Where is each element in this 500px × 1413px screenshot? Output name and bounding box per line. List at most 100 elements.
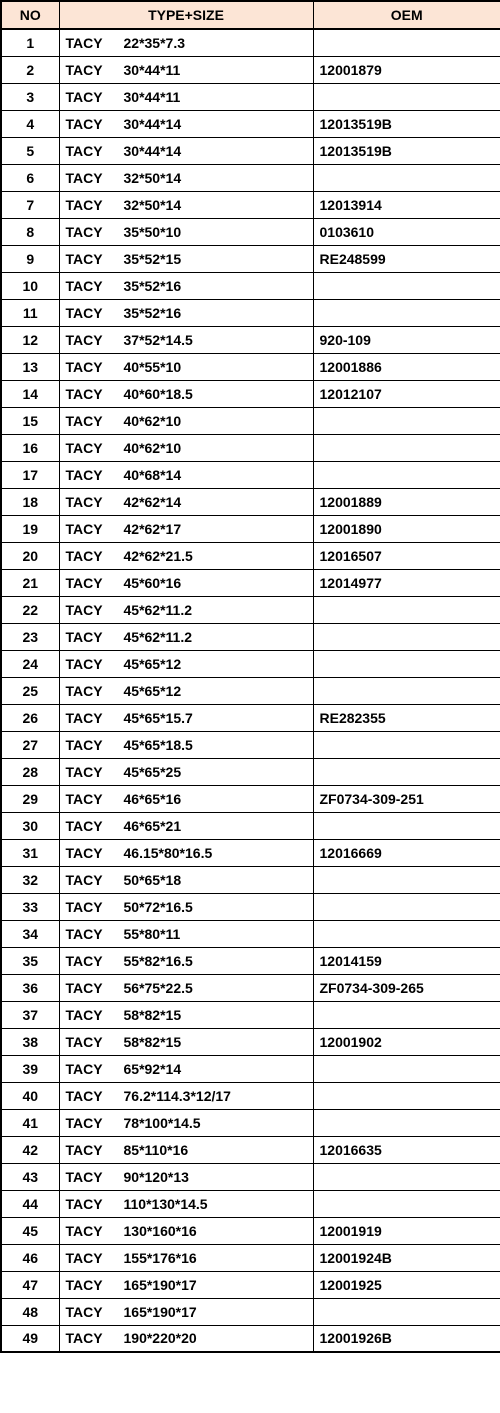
- cell-typesize: TACY42*62*21.5: [59, 542, 313, 569]
- size-text: 165*190*17: [124, 1277, 197, 1293]
- table-row: 13TACY40*55*1012001886: [1, 353, 500, 380]
- cell-typesize: TACY50*72*16.5: [59, 893, 313, 920]
- parts-table: NO TYPE+SIZE OEM 1TACY22*35*7.32TACY30*4…: [0, 0, 500, 1353]
- cell-oem: [313, 29, 500, 56]
- table-row: 1TACY22*35*7.3: [1, 29, 500, 56]
- cell-oem: ZF0734-309-265: [313, 974, 500, 1001]
- type-text: TACY: [66, 656, 124, 672]
- cell-typesize: TACY85*110*16: [59, 1136, 313, 1163]
- cell-oem: [313, 407, 500, 434]
- col-header-typesize: TYPE+SIZE: [59, 1, 313, 29]
- cell-oem: [313, 83, 500, 110]
- cell-oem: [313, 1190, 500, 1217]
- cell-typesize: TACY45*65*25: [59, 758, 313, 785]
- table-row: 4TACY30*44*1412013519B: [1, 110, 500, 137]
- size-text: 78*100*14.5: [124, 1115, 201, 1131]
- size-text: 42*62*14: [124, 494, 182, 510]
- cell-oem: 12014159: [313, 947, 500, 974]
- cell-typesize: TACY22*35*7.3: [59, 29, 313, 56]
- cell-no: 12: [1, 326, 59, 353]
- type-text: TACY: [66, 332, 124, 348]
- table-row: 7TACY32*50*1412013914: [1, 191, 500, 218]
- size-text: 40*62*10: [124, 413, 182, 429]
- table-row: 16TACY40*62*10: [1, 434, 500, 461]
- cell-no: 37: [1, 1001, 59, 1028]
- cell-no: 34: [1, 920, 59, 947]
- cell-no: 23: [1, 623, 59, 650]
- cell-typesize: TACY55*82*16.5: [59, 947, 313, 974]
- cell-oem: 12016507: [313, 542, 500, 569]
- size-text: 46*65*16: [124, 791, 182, 807]
- type-text: TACY: [66, 602, 124, 618]
- size-text: 190*220*20: [124, 1330, 197, 1346]
- cell-oem: RE282355: [313, 704, 500, 731]
- cell-oem: 12001890: [313, 515, 500, 542]
- table-row: 31TACY46.15*80*16.512016669: [1, 839, 500, 866]
- cell-no: 14: [1, 380, 59, 407]
- cell-oem: [313, 434, 500, 461]
- table-row: 41 TACY78*100*14.5: [1, 1109, 500, 1136]
- type-text: TACY: [66, 413, 124, 429]
- cell-typesize: TACY40*55*10: [59, 353, 313, 380]
- size-text: 58*82*15: [124, 1007, 182, 1023]
- type-text: TACY: [66, 224, 124, 240]
- cell-oem: ZF0734-309-251: [313, 785, 500, 812]
- size-text: 42*62*21.5: [124, 548, 193, 564]
- table-row: 43TACY90*120*13: [1, 1163, 500, 1190]
- cell-typesize: TACY56*75*22.5: [59, 974, 313, 1001]
- size-text: 45*65*25: [124, 764, 182, 780]
- cell-typesize: TACY165*190*17: [59, 1298, 313, 1325]
- cell-typesize: TACY45*65*15.7: [59, 704, 313, 731]
- cell-oem: 12013519B: [313, 137, 500, 164]
- type-text: TACY: [66, 629, 124, 645]
- cell-no: 20: [1, 542, 59, 569]
- type-text: TACY: [66, 1250, 124, 1266]
- type-text: TACY: [66, 1115, 124, 1131]
- cell-typesize: TACY40*60*18.5: [59, 380, 313, 407]
- type-text: TACY: [66, 1142, 124, 1158]
- size-text: 45*65*15.7: [124, 710, 193, 726]
- type-text: TACY: [66, 386, 124, 402]
- cell-oem: [313, 623, 500, 650]
- cell-typesize: TACY46.15*80*16.5: [59, 839, 313, 866]
- cell-no: 28: [1, 758, 59, 785]
- cell-oem: 12001924B: [313, 1244, 500, 1271]
- table-row: 49TACY190*220*2012001926B: [1, 1325, 500, 1352]
- table-row: 25TACY45*65*12: [1, 677, 500, 704]
- type-text: TACY: [66, 116, 124, 132]
- cell-typesize: TACY40*62*10: [59, 434, 313, 461]
- size-text: 30*44*11: [124, 62, 181, 78]
- table-row: 33TACY50*72*16.5: [1, 893, 500, 920]
- table-row: 19TACY42*62*1712001890: [1, 515, 500, 542]
- size-text: 45*62*11.2: [124, 602, 193, 618]
- table-row: 30TACY46*65*21: [1, 812, 500, 839]
- cell-oem: [313, 1298, 500, 1325]
- cell-no: 43: [1, 1163, 59, 1190]
- cell-oem: 0103610: [313, 218, 500, 245]
- cell-no: 16: [1, 434, 59, 461]
- type-text: TACY: [66, 521, 124, 537]
- cell-oem: 12001926B: [313, 1325, 500, 1352]
- type-text: TACY: [66, 899, 124, 915]
- table-row: 14TACY40*60*18.512012107: [1, 380, 500, 407]
- size-text: 32*50*14: [124, 197, 182, 213]
- cell-typesize: TACY45*65*18.5: [59, 731, 313, 758]
- cell-oem: [313, 866, 500, 893]
- cell-typesize: TACY35*52*16: [59, 272, 313, 299]
- size-text: 55*82*16.5: [124, 953, 193, 969]
- cell-oem: [313, 650, 500, 677]
- cell-no: 48: [1, 1298, 59, 1325]
- cell-no: 41: [1, 1109, 59, 1136]
- cell-oem: [313, 299, 500, 326]
- size-text: 35*52*15: [124, 251, 182, 267]
- cell-oem: 12001925: [313, 1271, 500, 1298]
- type-text: TACY: [66, 575, 124, 591]
- type-text: TACY: [66, 1304, 124, 1320]
- cell-oem: [313, 893, 500, 920]
- cell-no: 17: [1, 461, 59, 488]
- cell-oem: [313, 596, 500, 623]
- cell-oem: 12001889: [313, 488, 500, 515]
- type-text: TACY: [66, 1061, 124, 1077]
- type-text: TACY: [66, 1196, 124, 1212]
- type-text: TACY: [66, 170, 124, 186]
